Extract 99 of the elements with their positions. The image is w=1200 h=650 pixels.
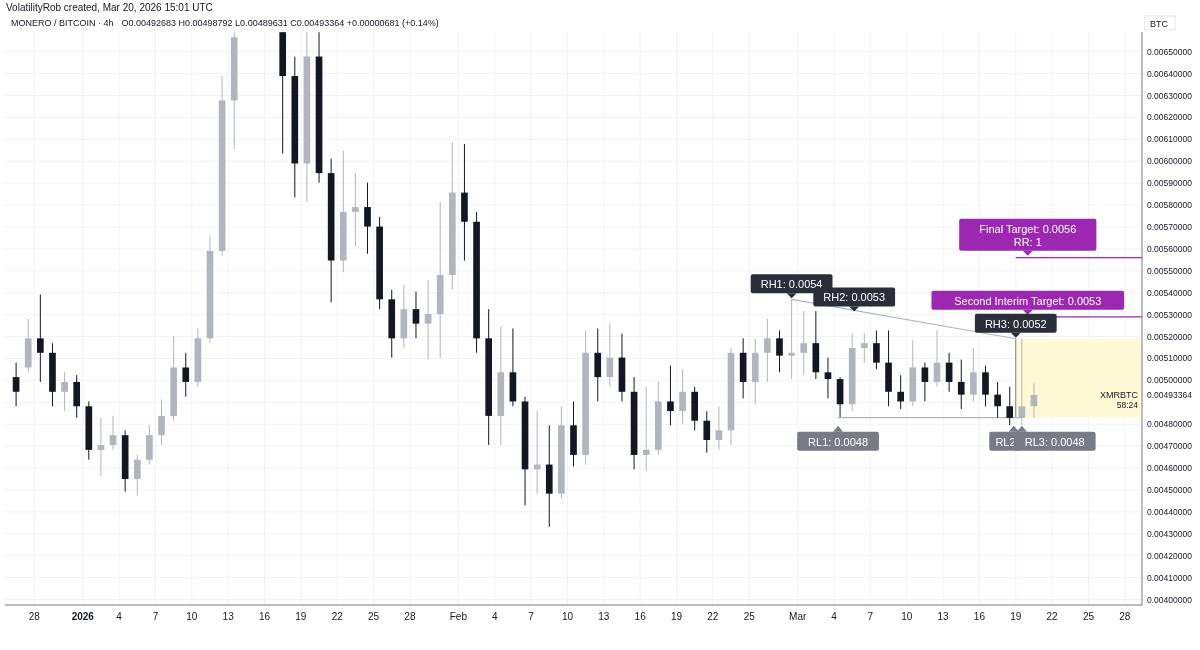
- annotation: RL3: 0.0048: [1024, 435, 1085, 448]
- annotation: RL1: 0.0048: [808, 435, 869, 448]
- x-tick-label: 4: [491, 611, 498, 622]
- x-tick-label: 4: [831, 611, 838, 622]
- annotation: 58:24: [1116, 399, 1139, 410]
- x-tick-label: 2026: [71, 611, 95, 622]
- candlestick: [800, 310, 808, 376]
- candlestick: [352, 172, 359, 247]
- x-tick-label: 16: [258, 611, 271, 622]
- candlestick: [133, 454, 141, 497]
- candlestick: [679, 368, 686, 425]
- candlestick: [364, 182, 371, 255]
- x-tick-label: 7: [528, 611, 535, 622]
- y-tick-label: 0.00550000: [1147, 265, 1193, 276]
- x-tick-label: 25: [1082, 611, 1095, 622]
- y-tick-label: 0.00500000: [1147, 375, 1193, 386]
- candlestick: [12, 362, 20, 407]
- candlestick: [182, 352, 190, 398]
- annotation: RH2: 0.0053: [823, 291, 886, 304]
- x-tick-label: 28: [404, 611, 416, 622]
- y-tick-label: 0.00510000: [1147, 353, 1193, 364]
- candlestick: [97, 417, 105, 477]
- candlestick: [667, 365, 674, 426]
- candlestick: [776, 329, 783, 373]
- x-tick-label: 25: [368, 611, 380, 622]
- candlestick: [873, 329, 880, 370]
- y-tick-label: 0.00590000: [1147, 178, 1193, 189]
- x-tick-label: 10: [186, 611, 198, 622]
- y-tick-label: 0.00540000: [1147, 287, 1193, 298]
- ref-line-label: Final Target: 0.0056 RR: 1: [979, 222, 1077, 248]
- candlestick: [61, 371, 68, 412]
- y-tick-label: 0.00400000: [1147, 594, 1193, 605]
- candlestick: [764, 318, 771, 383]
- x-tick-label: 19: [1010, 611, 1022, 622]
- candlestick: [897, 374, 904, 410]
- chart-subtitle: O0.00492683 H0.00498792 L0.00489631 C0.00493364 +0.00000681 (+0.14%): [121, 18, 439, 28]
- x-tick-label: 13: [937, 611, 950, 622]
- x-tick-label: 19: [295, 611, 307, 622]
- y-tick-label: 0.00410000: [1147, 572, 1193, 583]
- candlestick: [957, 359, 965, 410]
- candlestick: [982, 365, 989, 407]
- x-tick-label: Feb: [449, 611, 468, 622]
- annotation: RH3: 0.0052: [984, 317, 1047, 330]
- y-tick-label: 0.00520000: [1147, 331, 1193, 342]
- x-tick-label: 7: [152, 611, 159, 622]
- annotation: XMRBTC: [1100, 389, 1139, 400]
- x-tick-label: 28: [28, 611, 41, 622]
- candlestick: [37, 294, 44, 383]
- candlestick: [824, 357, 832, 399]
- y-tick-label: 0.00620000: [1147, 112, 1193, 123]
- x-tick-label: 25: [743, 611, 756, 622]
- x-tick-label: 22: [707, 611, 719, 622]
- candlestick: [994, 381, 1001, 419]
- y-tick-label: 0.00530000: [1147, 309, 1193, 320]
- y-tick-label: 0.00420000: [1147, 550, 1193, 561]
- y-tick-label: 0.00640000: [1147, 68, 1193, 79]
- x-tick-label: 10: [901, 611, 913, 622]
- y-tick-label: 0.00460000: [1147, 463, 1193, 474]
- x-tick-label: 13: [598, 611, 610, 622]
- x-tick-label: 16: [973, 611, 986, 622]
- ref-line-label: Second Interim Target: 0.0053: [954, 294, 1102, 307]
- y-tick-label: 0.00610000: [1147, 134, 1193, 145]
- candlestick: [921, 362, 929, 402]
- candlestick: [715, 405, 723, 451]
- x-tick-label: 16: [634, 611, 647, 622]
- text: VolatilityRob created, Mar 20, 2026 15:01 UTC: [6, 2, 213, 13]
- candlestick: [703, 410, 711, 454]
- y-tick-label: 0.00470000: [1147, 441, 1193, 452]
- annotation: RH1: 0.0054: [760, 278, 823, 291]
- y-tick-label: 0.00600000: [1147, 156, 1193, 167]
- y-tick-label: 0.00440000: [1147, 506, 1193, 517]
- y-tick-label: 0.00480000: [1147, 419, 1193, 430]
- candlestick: [970, 347, 977, 402]
- y-axis-title: BTC: [1150, 19, 1169, 29]
- x-tick-label: 10: [561, 611, 574, 622]
- y-tick-label: 0.00630000: [1147, 90, 1193, 101]
- y-tick-label: 0.00430000: [1147, 528, 1193, 539]
- candlestick: [158, 398, 165, 446]
- candlestick: [424, 279, 432, 361]
- y-tick-label: 0.00650000: [1147, 46, 1193, 57]
- x-tick-label: 22: [331, 611, 344, 622]
- y-tick-label: 0.00560000: [1147, 243, 1193, 254]
- candlestick: [860, 333, 868, 364]
- y-tick-label: 0.00493364: [1147, 389, 1193, 400]
- y-tick-label: 0.00450000: [1147, 484, 1193, 495]
- y-tick-label: 0.00570000: [1147, 222, 1193, 233]
- x-tick-label: 28: [1119, 611, 1131, 622]
- candlestick: [1006, 386, 1014, 426]
- x-tick-label: 13: [222, 611, 235, 622]
- x-tick-label: 7: [867, 611, 874, 622]
- candlestick: [109, 415, 117, 451]
- candlestick: [412, 291, 420, 339]
- chart-title: MONERO / BITCOIN · 4h: [11, 18, 114, 28]
- x-tick-label: 19: [670, 611, 683, 622]
- x-tick-label: 22: [1046, 611, 1059, 622]
- x-tick-label: Mar: [789, 611, 807, 622]
- y-tick-label: 0.00580000: [1147, 200, 1193, 211]
- x-tick-label: 4: [116, 611, 123, 622]
- candlestick: [642, 386, 650, 472]
